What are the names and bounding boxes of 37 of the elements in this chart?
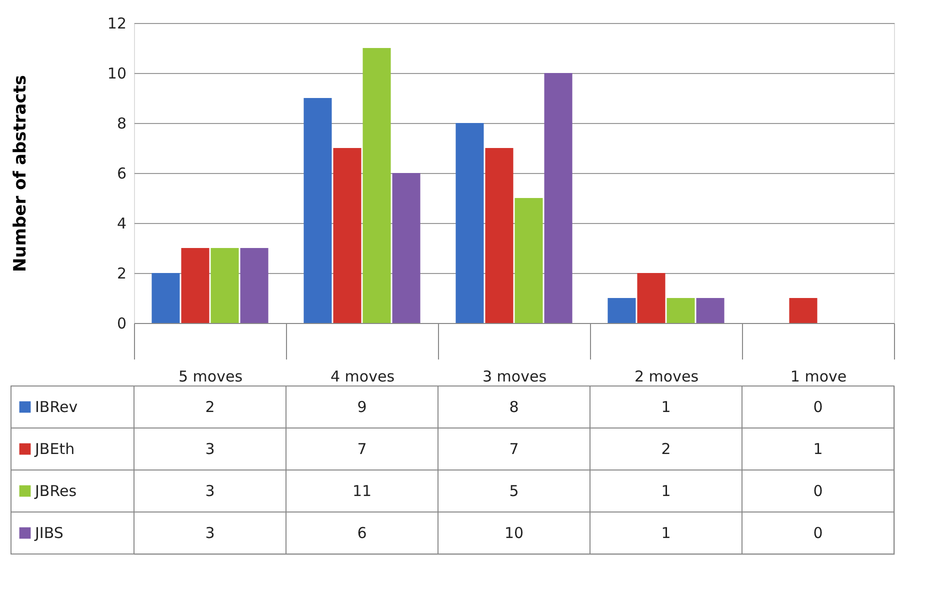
x-tick-label: 5 moves: [178, 368, 243, 386]
data-label: 8: [509, 398, 519, 416]
y-axis-title: Number of abstracts: [10, 74, 30, 272]
data-label: 9: [357, 398, 367, 416]
x-tick-label: 2 moves: [634, 368, 699, 386]
data-label: 0: [813, 398, 823, 416]
legend-label: JIBS: [34, 524, 64, 542]
data-label: 3: [205, 482, 215, 500]
legend-label: IBRev: [35, 398, 78, 416]
y-tick-label: 0: [116, 314, 126, 332]
data-label: 10: [504, 524, 524, 542]
data-label: 5: [509, 482, 519, 500]
data-label: 2: [205, 398, 215, 416]
data-label: 2: [661, 440, 671, 458]
y-tick-label: 12: [107, 14, 126, 32]
y-tick-label: 2: [116, 264, 126, 282]
data-label: 1: [661, 398, 671, 416]
data-label: 7: [357, 440, 367, 458]
y-tick-label: 10: [107, 64, 126, 82]
data-label: 1: [813, 440, 823, 458]
data-label: 7: [509, 440, 519, 458]
legend-label: JBRes: [34, 482, 77, 500]
data-label: 6: [357, 524, 367, 542]
data-label: 3: [205, 440, 215, 458]
data-label: 11: [352, 482, 372, 500]
data-label: 1: [661, 482, 671, 500]
data-label: 3: [205, 524, 215, 542]
x-tick-label: 4 moves: [330, 368, 395, 386]
data-label: 0: [813, 524, 823, 542]
data-label: 0: [813, 482, 823, 500]
data-label: 1: [661, 524, 671, 542]
y-tick-label: 4: [116, 214, 126, 232]
x-tick-label: 3 moves: [482, 368, 547, 386]
x-tick-label: 1 move: [790, 368, 847, 386]
y-tick-label: 6: [116, 164, 126, 182]
y-tick-label: 8: [116, 114, 126, 132]
legend-label: JBEth: [34, 440, 75, 458]
